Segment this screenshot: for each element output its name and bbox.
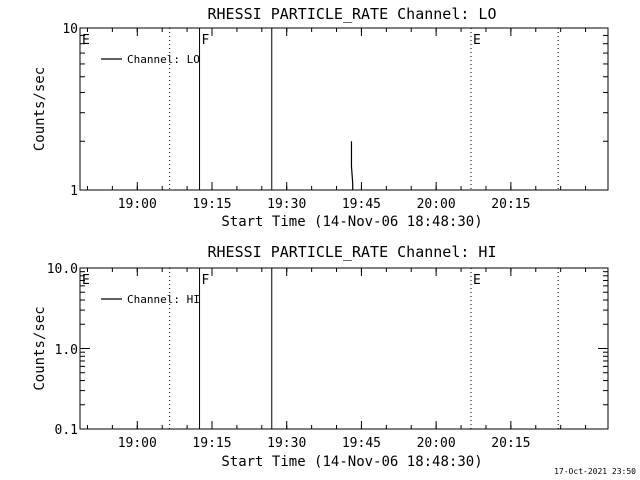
event-marker-label: E (473, 33, 481, 48)
y-axis-label: Counts/sec (32, 306, 48, 390)
chart-panel-lo: RHESSI PARTICLE_RATE Channel: LO 19:00 19:… (32, 5, 609, 230)
chart-panel-hi: RHESSI PARTICLE_RATE Channel: HI 19:00 19:… (32, 243, 609, 470)
legend-label: Channel: LO (127, 53, 200, 66)
x-tick-label: 19:45 (342, 197, 381, 212)
x-tick-label: 20:15 (491, 436, 530, 451)
x-tick-label: 19:30 (267, 436, 306, 451)
event-marker-label: E (82, 273, 90, 288)
event-marker-label: F (202, 273, 210, 288)
legend-label: Channel: HI (127, 293, 200, 306)
event-marker-label: F (202, 33, 210, 48)
x-tick-label: 19:30 (267, 197, 306, 212)
generated-timestamp: 17-Oct-2021 23:50 (554, 467, 636, 476)
event-marker-label: E (82, 33, 90, 48)
chart-title: RHESSI PARTICLE_RATE Channel: LO (208, 5, 497, 23)
y-tick-label: 10.0 (47, 262, 78, 277)
y-tick-label: 1 (70, 184, 78, 199)
x-axis-label: Start Time (14-Nov-06 18:48:30) (221, 214, 482, 230)
series-line (350, 141, 354, 190)
y-tick-label: 1.0 (55, 343, 78, 358)
y-tick-label: 0.1 (55, 423, 78, 438)
y-tick-label: 10 (62, 22, 78, 37)
event-marker-label: E (473, 273, 481, 288)
x-tick-label: 19:45 (342, 436, 381, 451)
x-tick-label: 19:15 (192, 197, 231, 212)
chart-title: RHESSI PARTICLE_RATE Channel: HI (208, 243, 497, 261)
x-tick-label: 20:00 (417, 436, 456, 451)
y-axis-label: Counts/sec (32, 67, 48, 151)
x-tick-label: 19:00 (118, 197, 157, 212)
x-tick-label: 19:00 (118, 436, 157, 451)
x-axis-label: Start Time (14-Nov-06 18:48:30) (221, 454, 482, 470)
x-tick-label: 20:15 (491, 197, 530, 212)
x-tick-label: 19:15 (192, 436, 231, 451)
x-tick-label: 20:00 (417, 197, 456, 212)
